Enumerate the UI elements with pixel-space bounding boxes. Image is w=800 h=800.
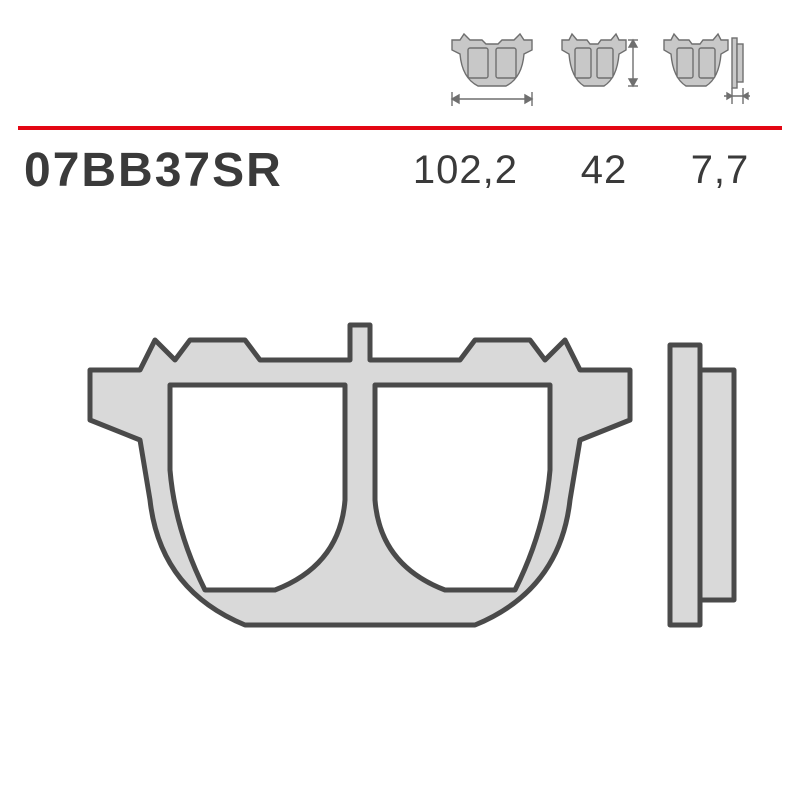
pad-width-icon [446,30,538,108]
window-right [375,385,550,590]
dim-height: 42 [574,148,634,193]
front-view [90,325,630,625]
dim-width: 102,2 [413,148,518,193]
pad-height-icon [558,30,640,108]
technical-drawing [0,230,800,800]
window-left [170,385,345,590]
side-friction [700,370,734,600]
side-backplate [670,345,700,625]
mini-icons [446,30,750,108]
side-view [670,345,734,625]
accent-divider [18,126,782,130]
pad-thick-icon [660,30,750,108]
dimensions: 102,2 42 7,7 [413,148,750,193]
part-number: 07BB37SR [24,143,283,198]
header-icons-row [0,30,800,120]
dim-thick: 7,7 [690,148,750,193]
spec-row: 07BB37SR 102,2 42 7,7 [0,140,800,200]
